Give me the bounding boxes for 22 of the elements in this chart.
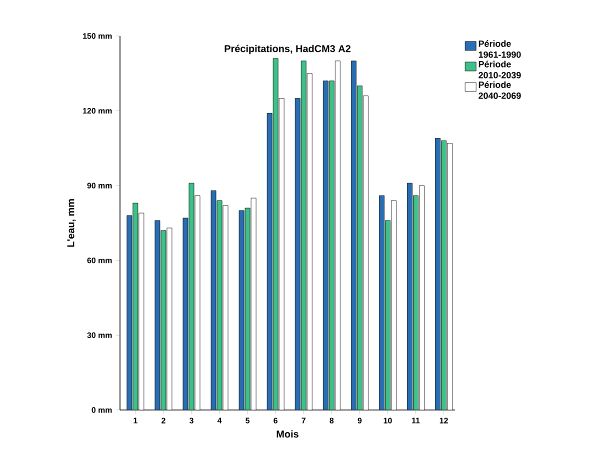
bar: [407, 182, 412, 410]
bar: [441, 140, 446, 410]
bar: [435, 138, 440, 410]
bar: [272, 58, 278, 410]
bar: [322, 80, 328, 410]
bar: [328, 80, 334, 410]
bar: [379, 195, 384, 410]
bar: [350, 60, 356, 410]
legend-label: Période 2010-2039: [478, 60, 521, 78]
text: Précipitations, HadCM3 A2: [224, 44, 350, 54]
legend-label: Période 1961-1990: [478, 40, 521, 58]
bar: [300, 60, 306, 410]
bar: [126, 215, 132, 410]
bar: [385, 220, 390, 410]
y-axis-title: L'eau, mm: [67, 199, 76, 247]
x-axis-title: Mois: [276, 430, 298, 438]
bar: [294, 98, 300, 410]
bar: [266, 113, 272, 410]
text: Période 2040-2069: [478, 81, 521, 99]
bar: [132, 202, 138, 410]
bar: [413, 195, 418, 410]
bar: [356, 86, 362, 410]
